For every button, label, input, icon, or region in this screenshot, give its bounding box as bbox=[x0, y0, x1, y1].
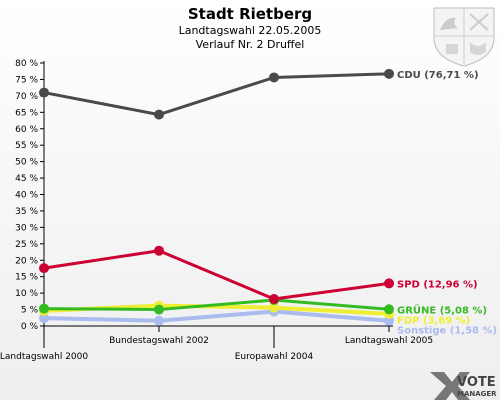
data-point-cdu bbox=[269, 72, 279, 83]
end-label-cdu: CDU (76,71 %) bbox=[397, 70, 479, 81]
x-tick-label: Landtagswahl 2000 bbox=[0, 352, 88, 362]
series-line-sonstige bbox=[43, 309, 390, 323]
y-tick-label: 45 % bbox=[15, 174, 38, 184]
data-point-sonstige bbox=[154, 315, 164, 326]
y-tick-label: 0 % bbox=[21, 322, 39, 332]
data-point-grüne bbox=[154, 304, 164, 315]
series-line-grüne bbox=[43, 298, 390, 312]
y-tick-label: 25 % bbox=[15, 240, 38, 250]
data-point-spd bbox=[384, 278, 394, 289]
y-tick-label: 5 % bbox=[21, 306, 39, 316]
y-tick-label: 35 % bbox=[15, 207, 38, 217]
y-tick-label: 15 % bbox=[15, 273, 38, 283]
chart-title: Stadt Rietberg bbox=[188, 5, 312, 23]
end-label-spd: SPD (12,96 %) bbox=[397, 279, 478, 290]
data-point-cdu bbox=[384, 68, 394, 79]
y-tick-label: 60 % bbox=[15, 125, 38, 135]
y-tick-label: 20 % bbox=[15, 256, 38, 266]
end-label-grüne: GRÜNE (5,08 %) bbox=[397, 302, 487, 316]
y-tick-label: 75 % bbox=[15, 75, 38, 85]
series-lines bbox=[39, 68, 394, 326]
y-tick-label: 80 % bbox=[15, 59, 38, 69]
series-end-labels: CDU (76,71 %) SPD (12,96 %) GRÜNE (5,08 %)… bbox=[397, 70, 497, 336]
chart-subtitle-2: Verlauf Nr. 2 Druffel bbox=[196, 38, 305, 51]
series-line-spd bbox=[43, 249, 390, 301]
data-point-spd bbox=[269, 294, 279, 305]
x-tick-label: Europawahl 2004 bbox=[235, 352, 314, 362]
y-tick-label: 10 % bbox=[15, 289, 38, 299]
y-tick-label: 65 % bbox=[15, 108, 38, 118]
series-line-cdu bbox=[43, 72, 390, 117]
x-tick-label: Landtagswahl 2005 bbox=[345, 336, 433, 346]
vote-manager-logo: VOTE MANAGER bbox=[430, 372, 497, 400]
x-tick-label: Bundestagswahl 2002 bbox=[109, 336, 209, 346]
y-tick-label: 30 % bbox=[15, 223, 38, 233]
data-point-sonstige bbox=[39, 313, 49, 324]
data-point-spd bbox=[154, 245, 164, 256]
data-point-fdp bbox=[269, 302, 279, 313]
y-tick-label: 55 % bbox=[15, 141, 38, 151]
end-label-fdp: FDP (3,69 %) bbox=[397, 315, 470, 326]
data-point-spd bbox=[39, 263, 49, 274]
data-point-sonstige bbox=[384, 315, 394, 326]
data-point-grüne bbox=[39, 303, 49, 314]
data-point-cdu bbox=[39, 87, 49, 98]
data-point-cdu bbox=[154, 109, 164, 120]
logo-vote-text: VOTE bbox=[457, 375, 496, 390]
coat-of-arms-icon bbox=[433, 7, 495, 67]
y-tick-label: 50 % bbox=[15, 158, 38, 168]
data-point-grüne bbox=[384, 304, 394, 315]
logo-manager-text: MANAGER bbox=[457, 390, 497, 398]
y-tick-label: 40 % bbox=[15, 191, 38, 201]
tick-labels: 0 % 5 % 10 % 15 % 20 % 25 % 30 % 35 % 40 % 45 % 50… bbox=[0, 59, 433, 362]
chart-subtitle: Landtagswahl 22.05.2005 bbox=[179, 24, 322, 37]
y-tick-label: 70 % bbox=[15, 92, 38, 102]
end-label-sonstige: Sonstige (1,58 %) bbox=[397, 325, 497, 336]
